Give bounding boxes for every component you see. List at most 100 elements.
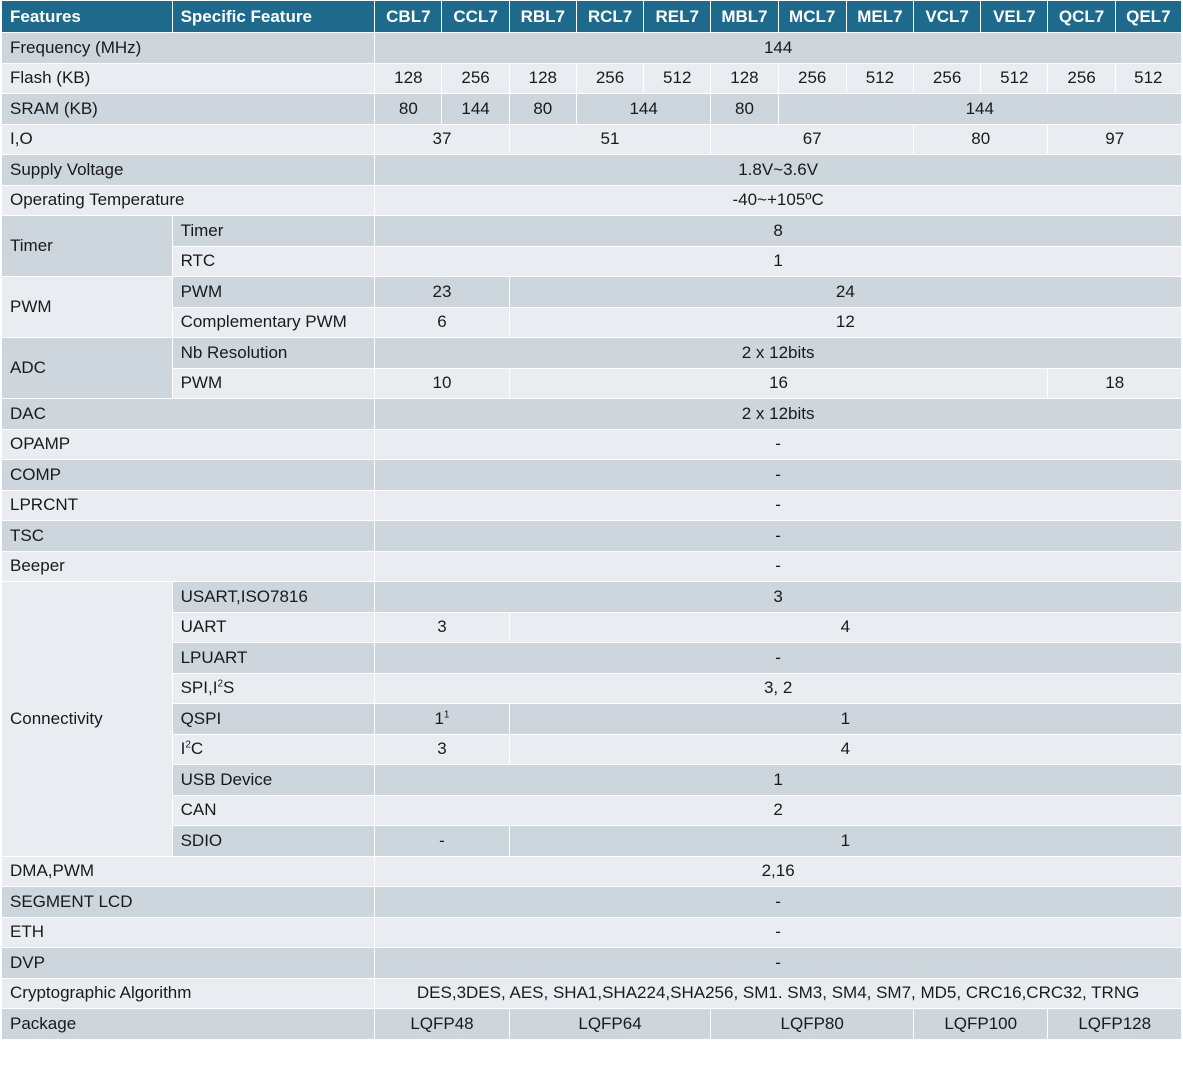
cell-value: 11	[374, 703, 510, 735]
cell-value: -	[374, 916, 1182, 948]
cell-value: -	[374, 642, 1182, 674]
cell-value: -	[374, 459, 1182, 491]
row-label: TSC	[0, 520, 376, 552]
row-group-label: ADC	[1, 337, 173, 399]
cell-value: LQFP80	[710, 1008, 914, 1040]
cell-value: 144	[777, 93, 1183, 125]
feature-comparison-table: Features Specific Feature CBL7 CCL7 RBL7…	[0, 0, 1183, 1040]
cell-value: 2,16	[374, 855, 1182, 887]
cell-value: 256	[777, 62, 847, 94]
table-row: SPI,I2S 3, 2	[2, 672, 1182, 704]
row-label: Cryptographic Algorithm	[0, 977, 376, 1009]
table-row: Package LQFP48 LQFP64 LQFP80 LQFP100 LQF…	[0, 1008, 1182, 1040]
cell-value: 97	[1047, 123, 1182, 155]
cell-value: 12	[508, 306, 1183, 338]
table-row: LPUART -	[2, 642, 1182, 674]
table-row: I,O 37 51 67 80 97	[0, 123, 1182, 155]
table-row: COMP -	[0, 459, 1182, 491]
sub-feature-label: Complementary PWM	[171, 306, 376, 338]
cell-value: LQFP48	[374, 1008, 510, 1040]
table-row: Supply Voltage 1.8V~3.6V	[0, 154, 1182, 186]
sub-feature-label: USART,ISO7816	[171, 581, 376, 613]
sub-feature-label: QSPI	[171, 703, 376, 735]
table-row: DVP -	[0, 947, 1182, 979]
row-label: ETH	[0, 916, 376, 948]
header-model: RCL7	[575, 0, 645, 33]
cell-value: 3	[374, 733, 510, 765]
table-row: ADC Nb Resolution 2 x 12bits	[1, 337, 1182, 399]
sub-feature-label: UART	[171, 611, 376, 643]
value-part: 1	[434, 708, 444, 728]
footnote-marker: 1	[443, 709, 450, 721]
cell-value: 1	[508, 703, 1183, 735]
cell-value: 80	[710, 93, 779, 125]
cell-value: 256	[1047, 62, 1116, 94]
sub-feature-label: SDIO	[171, 825, 376, 857]
table-row: Connectivity USART,ISO7816 3	[1, 581, 1182, 857]
table-row: ETH -	[0, 916, 1182, 948]
table-row: Frequency (MHz) 144	[0, 32, 1182, 64]
table-row: PWM PWM 23 24	[1, 276, 1183, 338]
cell-value: 80	[374, 93, 443, 125]
table-row: Timer Timer 8	[1, 215, 1182, 277]
header-model: RBL7	[508, 0, 577, 33]
cell-value: 144	[441, 93, 510, 125]
sub-feature-label: PWM	[171, 276, 376, 308]
header-model: MBL7	[710, 0, 779, 33]
table-row: Operating Temperature -40~+105ºC	[0, 184, 1182, 216]
cell-value: 128	[710, 62, 779, 94]
cell-value: 512	[643, 62, 712, 94]
cell-value: 80	[508, 93, 577, 125]
table-row: PWM 10 16 18	[2, 367, 1182, 399]
header-model: VEL7	[980, 0, 1049, 33]
cell-value: 18	[1047, 367, 1182, 399]
row-label: I,O	[0, 123, 376, 155]
label-part: I	[180, 739, 186, 759]
label-part: C	[190, 739, 204, 759]
cell-value: 144	[374, 32, 1182, 64]
cell-value: 3, 2	[374, 672, 1182, 704]
header-model: MEL7	[845, 0, 915, 33]
cell-value: 37	[374, 123, 510, 155]
row-label: Frequency (MHz)	[0, 32, 376, 64]
header-model: REL7	[643, 0, 712, 33]
cell-value: 2 x 12bits	[374, 398, 1182, 430]
table-row: QSPI 11 1	[2, 703, 1183, 735]
sub-feature-label: CAN	[171, 794, 376, 826]
row-label: SEGMENT LCD	[0, 886, 376, 918]
cell-value: DES,3DES, AES, SHA1,SHA224,SHA256, SM1. …	[374, 977, 1182, 1009]
row-label: DVP	[0, 947, 376, 979]
header-features: Features	[1, 0, 173, 33]
cell-value: -	[374, 550, 1182, 582]
cell-value: LQFP100	[912, 1008, 1049, 1040]
cell-value: 4	[508, 733, 1183, 765]
sub-feature-label: RTC	[171, 245, 376, 277]
cell-value: LQFP128	[1047, 1008, 1182, 1040]
table-row: UART 3 4	[2, 611, 1183, 643]
row-group-label: PWM	[1, 276, 173, 338]
row-label: DAC	[0, 398, 376, 430]
table-row: DAC 2 x 12bits	[0, 398, 1182, 430]
row-label: OPAMP	[0, 428, 376, 460]
table-row: CAN 2	[2, 794, 1182, 826]
table-row: Cryptographic Algorithm DES,3DES, AES, S…	[0, 977, 1182, 1009]
sub-feature-label: Timer	[171, 215, 376, 247]
sub-feature-label: USB Device	[171, 764, 376, 796]
cell-value: 51	[508, 123, 712, 155]
cell-value: 128	[508, 62, 577, 94]
header-model: VCL7	[912, 0, 982, 33]
cell-value: 128	[374, 62, 443, 94]
cell-value: 1	[508, 825, 1183, 857]
cell-value: 80	[912, 123, 1049, 155]
cell-value: 23	[374, 276, 510, 308]
header-model: CBL7	[374, 0, 443, 33]
sub-feature-label: Nb Resolution	[171, 337, 376, 369]
sub-feature-label: LPUART	[171, 642, 376, 674]
table-row: I2C 3 4	[2, 733, 1183, 765]
cell-value: 4	[508, 611, 1183, 643]
sub-feature-label: I2C	[171, 733, 376, 765]
cell-value: 256	[912, 62, 982, 94]
table-row: SDIO - 1	[2, 825, 1183, 857]
cell-value: 3	[374, 581, 1182, 613]
cell-value: LQFP64	[508, 1008, 712, 1040]
